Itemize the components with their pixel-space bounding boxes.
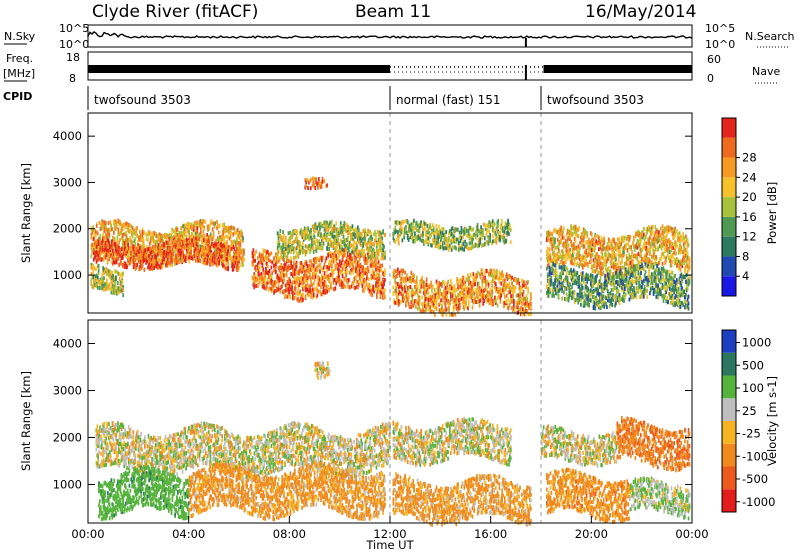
xtick-label: 16:00	[474, 527, 507, 541]
freq-tick-bottom: 8	[69, 72, 76, 85]
power-colorbar: 4 8 12 16 20 24 28 Power [dB]	[722, 118, 779, 296]
ytick-label: 3000	[53, 175, 82, 189]
nsky-tick-top: 10^5	[59, 22, 89, 35]
colorbar-tick: 12	[742, 230, 757, 244]
colorbar-tick: -25	[742, 427, 761, 441]
cpid-segment-2: twofsound 3503	[547, 93, 644, 107]
power-colorbar-label: Power [dB]	[765, 182, 779, 245]
colorbar-tick: -500	[742, 472, 768, 486]
cpid-segment-0: twofsound 3503	[94, 93, 191, 107]
xtick-label: 04:00	[172, 527, 205, 541]
nsearch-tick-top: 10^5	[705, 22, 735, 35]
colorbar-tick: 28	[742, 151, 757, 165]
nsky-label: N.Sky	[4, 30, 36, 43]
freq-trace	[88, 65, 692, 80]
date-title: 16/May/2014	[585, 2, 697, 22]
power-panel: Slant Range [km] 1000 2000 3000 4000	[19, 113, 692, 317]
beam-title: Beam 11	[355, 2, 431, 22]
colorbar-tick: 24	[742, 170, 757, 184]
xtick-label: 08:00	[273, 527, 306, 541]
nsky-panel: N.Sky 10^5 10^0 10^5 10^0 N.Search	[4, 22, 795, 51]
xtick-label: 00:00	[675, 527, 708, 541]
colorbar-tick: 500	[742, 358, 764, 372]
ytick-label: 4000	[53, 129, 82, 143]
power-ylabel: Slant Range [km]	[19, 163, 33, 263]
ytick-label: 4000	[53, 336, 82, 350]
nave-tick-top: 60	[707, 53, 721, 66]
nave-label: Nave	[752, 65, 780, 78]
velocity-ylabel: Slant Range [km]	[19, 371, 33, 471]
ytick-label: 1000	[53, 477, 82, 491]
x-axis-label: Time UT	[365, 538, 414, 552]
freq-label: Freq.	[6, 52, 33, 65]
colorbar-tick: 25	[742, 404, 757, 418]
colorbar-tick: 100	[742, 381, 764, 395]
velocity-colorbar-label: Velocity [m s-1]	[765, 376, 779, 466]
nave-tick-bottom: 0	[707, 72, 714, 85]
colorbar-tick: 16	[742, 210, 757, 224]
nsky-trace	[88, 32, 692, 47]
xtick-label: 00:00	[71, 527, 104, 541]
ytick-label: 2000	[53, 222, 82, 236]
ytick-label: 2000	[53, 430, 82, 444]
freq-unit: [MHz]	[3, 67, 35, 80]
freq-tick-top: 18	[66, 51, 80, 64]
cpid-row: CPID twofsound 3503 normal (fast) 151 twof…	[3, 86, 644, 110]
nsearch-tick-bottom: 10^0	[705, 38, 735, 51]
colorbar-tick: 8	[742, 249, 749, 263]
ytick-label: 1000	[53, 268, 82, 282]
colorbar-tick: 20	[742, 190, 757, 204]
colorbar-tick: -1000	[742, 495, 775, 509]
nsky-tick-bottom: 10^0	[59, 38, 89, 51]
colorbar-tick: 4	[742, 269, 749, 283]
xtick-label: 20:00	[575, 527, 608, 541]
colorbar-tick: 1000	[742, 336, 771, 350]
station-title: Clyde River (fitACF)	[92, 2, 258, 22]
velocity-panel: Slant Range [km] 1000 2000 3000 4000 00:00 0…	[19, 320, 709, 552]
freq-panel: Freq. [MHz] 18 8 60 0 Nave	[3, 51, 780, 85]
nsearch-label: N.Search	[745, 30, 795, 43]
cpid-segment-1: normal (fast) 151	[396, 93, 500, 107]
ytick-label: 3000	[53, 383, 82, 397]
cpid-label: CPID	[3, 90, 32, 103]
